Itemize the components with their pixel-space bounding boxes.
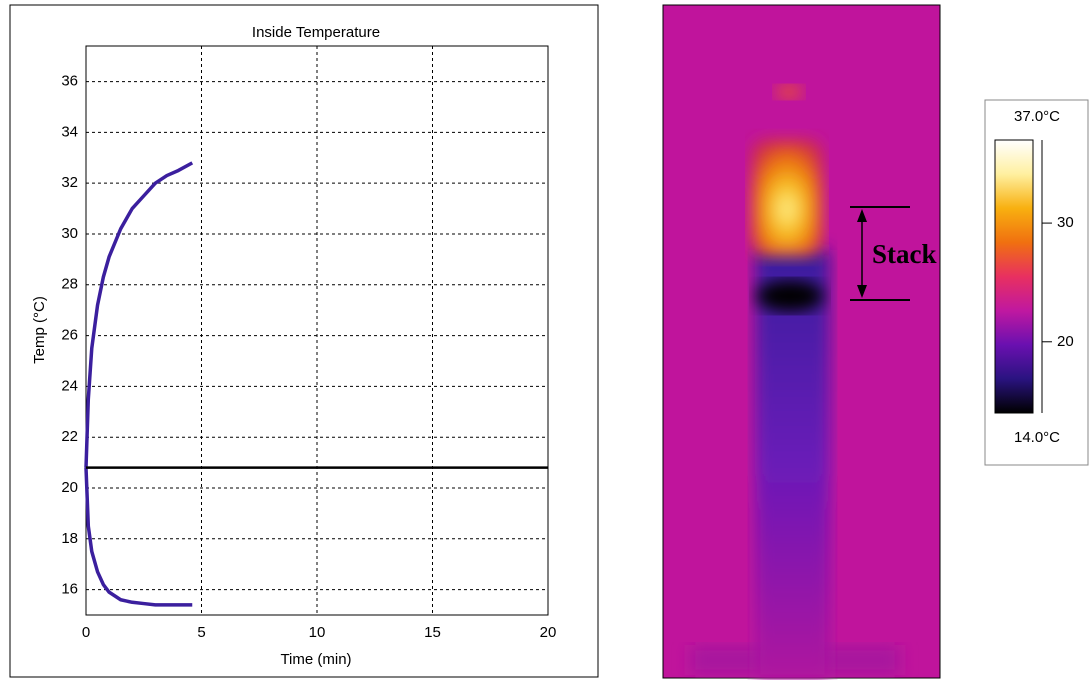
y-tick-label: 24	[61, 377, 78, 394]
y-tick-label: 20	[61, 479, 78, 496]
chart-title: Inside Temperature	[252, 24, 380, 41]
x-tick-label: 15	[424, 624, 441, 641]
colorbar-tick-label: 30	[1057, 214, 1074, 231]
x-tick-label: 10	[309, 624, 326, 641]
colorbar-tick-label: 20	[1057, 333, 1074, 350]
y-axis-label: Temp (°C)	[31, 296, 48, 364]
colorbar-max-label: 37.0°C	[1014, 108, 1060, 125]
y-tick-label: 22	[61, 428, 78, 445]
y-tick-label: 16	[61, 581, 78, 598]
top-spot	[775, 85, 803, 99]
thermal-image: Stack	[663, 5, 940, 680]
stack-hot	[752, 140, 822, 255]
y-tick-label: 34	[61, 123, 78, 140]
y-tick-label: 26	[61, 327, 78, 344]
colorbar: 37.0°C 14.0°C 20 30	[985, 100, 1088, 465]
y-tick-label: 30	[61, 225, 78, 242]
colorbar-min-label: 14.0°C	[1014, 429, 1060, 446]
page: {"chart_data": {"type": "line", "title":…	[0, 0, 1090, 680]
tube-body	[755, 250, 830, 680]
y-tick-label: 36	[61, 73, 78, 90]
y-tick-label: 28	[61, 276, 78, 293]
stack-cold	[756, 280, 824, 312]
x-tick-label: 0	[82, 624, 90, 641]
x-tick-label: 5	[197, 624, 205, 641]
annotation-text: Stack	[872, 239, 937, 269]
colorbar-gradient	[995, 140, 1033, 413]
y-tick-label: 32	[61, 174, 78, 191]
screen: Inside Temperature Time (min) Temp (°C) …	[0, 0, 1090, 680]
x-axis-label: Time (min)	[280, 651, 351, 668]
chart: Inside Temperature Time (min) Temp (°C) …	[31, 24, 556, 668]
x-tick-label: 20	[540, 624, 557, 641]
y-tick-label: 18	[61, 530, 78, 547]
